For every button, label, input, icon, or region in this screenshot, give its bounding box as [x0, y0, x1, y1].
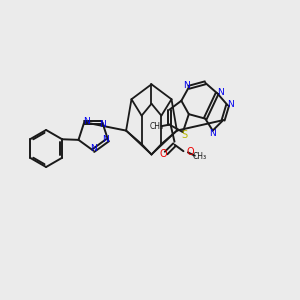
Text: N: N — [90, 144, 97, 153]
Text: N: N — [217, 88, 224, 97]
Text: CH₃: CH₃ — [149, 122, 164, 130]
Text: N: N — [103, 135, 109, 144]
Text: N: N — [209, 129, 216, 138]
Text: CH₃: CH₃ — [193, 152, 207, 161]
Text: O: O — [186, 147, 194, 158]
Text: O: O — [160, 149, 167, 160]
Text: S: S — [181, 130, 188, 140]
Text: N: N — [99, 120, 106, 129]
Text: N: N — [227, 100, 234, 109]
Text: N: N — [83, 117, 90, 126]
Text: N: N — [183, 81, 190, 90]
